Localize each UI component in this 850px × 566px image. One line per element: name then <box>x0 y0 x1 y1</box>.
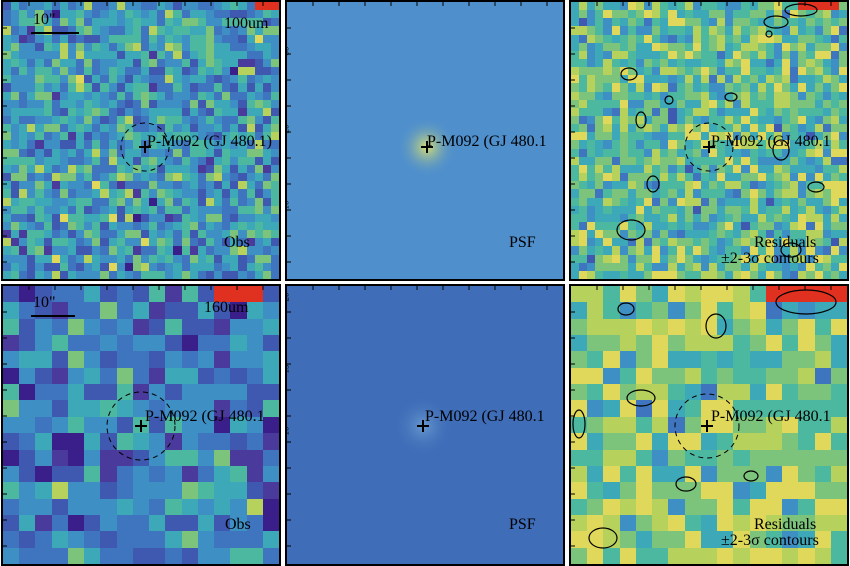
pixel-map <box>3 286 279 564</box>
overlay <box>571 2 832 263</box>
contour <box>784 3 818 17</box>
overlay <box>3 286 264 547</box>
panel-corner-label-2: ±2-3σ contours <box>721 250 819 267</box>
source-label: P-M092 (GJ 480.1) <box>147 133 272 150</box>
psf-100um-panel: 30 20 10 P-M092 (GJ 480.1 PSF <box>285 0 565 281</box>
residuals-160um-panel: P-M092 (GJ 480.1 Residuals ±2-3σ contour… <box>569 284 849 566</box>
contour <box>780 242 802 258</box>
contour <box>572 409 586 439</box>
tick-label: 20 <box>285 292 291 302</box>
source-label: P-M092 (GJ 480.1 <box>425 408 545 425</box>
scale-bar <box>31 315 75 317</box>
scale-bar <box>31 32 79 34</box>
obs-160um-panel: 10" 160um P-M092 (GJ 480.1 Obs <box>1 284 281 566</box>
band-label: 100um <box>224 15 269 32</box>
contour <box>807 181 825 193</box>
contour <box>635 111 647 129</box>
contour <box>763 15 789 29</box>
overlay <box>571 286 837 549</box>
contour <box>675 476 697 492</box>
band-label: 160um <box>204 299 249 316</box>
panel-corner-label: Residuals <box>754 234 817 251</box>
panel-corner-label: PSF <box>509 234 536 251</box>
contour <box>626 389 656 407</box>
source-label: P-M092 (GJ 480.1 <box>145 408 265 425</box>
contour <box>588 527 618 549</box>
panel-corner-label: PSF <box>509 516 536 533</box>
residuals-100um-panel: P-M092 (GJ 480.1 Residuals ±2-3σ contour… <box>569 0 849 281</box>
obs-100um-panel: 10" 100um P-M092 (GJ 480.1) Obs <box>1 0 281 281</box>
contour <box>617 302 635 316</box>
contour <box>646 175 660 193</box>
scale-label: 10" <box>33 294 56 311</box>
contour <box>705 313 727 339</box>
tick-label: 15 <box>285 364 291 374</box>
tick-label: 10 <box>285 200 291 210</box>
scale-label: 10" <box>33 11 56 28</box>
contour <box>620 67 638 81</box>
aperture-circle <box>106 391 176 461</box>
panel-corner-label: Residuals <box>754 516 817 533</box>
panel-corner-label: Obs <box>225 516 251 533</box>
panel-corner-label: Obs <box>224 234 250 251</box>
tick-label: 5 <box>287 495 288 500</box>
overlay <box>3 2 264 263</box>
overlay <box>287 2 548 263</box>
aperture-circle <box>684 122 734 172</box>
aperture-circle <box>674 393 740 459</box>
tick-label: 30 <box>285 46 291 56</box>
aperture-circle <box>120 122 170 172</box>
psf-160um-panel: 20 15 10 5 P-M092 (GJ 480.1 PSF <box>285 284 565 566</box>
pixel-map <box>571 286 847 564</box>
tick-label: 10 <box>285 426 291 436</box>
contour <box>775 289 837 315</box>
pixel-map <box>571 2 847 279</box>
pixel-map <box>3 2 279 279</box>
tick-label: 20 <box>285 124 291 134</box>
contour <box>743 470 759 482</box>
contour <box>772 139 790 161</box>
source-label: P-M092 (GJ 480.1 <box>711 133 831 150</box>
contour <box>664 95 674 105</box>
overlay <box>287 286 548 547</box>
contour <box>616 219 646 241</box>
source-label: P-M092 (GJ 480.1 <box>711 408 831 425</box>
contour <box>765 30 773 38</box>
panel-corner-label-2: ±2-3σ contours <box>721 532 819 549</box>
contour <box>724 92 738 102</box>
source-label: P-M092 (GJ 480.1 <box>427 133 547 150</box>
